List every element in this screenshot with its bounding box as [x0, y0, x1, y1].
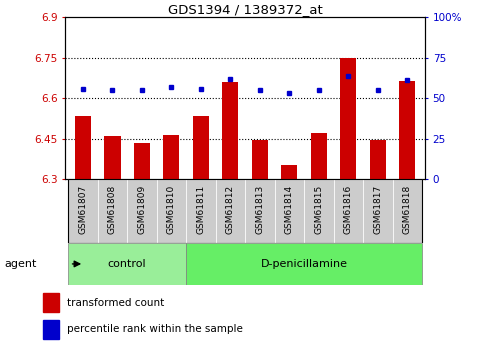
- Bar: [134, 143, 150, 179]
- Bar: [104, 136, 120, 179]
- Bar: [370, 140, 386, 179]
- Bar: [43, 293, 59, 312]
- Bar: [193, 116, 209, 179]
- Text: GSM61808: GSM61808: [108, 185, 117, 234]
- Text: control: control: [108, 259, 146, 269]
- Text: percentile rank within the sample: percentile rank within the sample: [68, 324, 243, 334]
- Bar: [127, 179, 156, 243]
- Bar: [252, 140, 268, 179]
- Bar: [245, 179, 275, 243]
- Text: GSM61810: GSM61810: [167, 185, 176, 234]
- Bar: [304, 179, 334, 243]
- Bar: [186, 243, 422, 285]
- Bar: [186, 179, 215, 243]
- Bar: [393, 179, 422, 243]
- Text: transformed count: transformed count: [68, 297, 165, 307]
- Bar: [75, 116, 91, 179]
- Bar: [98, 179, 127, 243]
- Text: GSM61815: GSM61815: [314, 185, 323, 234]
- Bar: [281, 165, 298, 179]
- Bar: [68, 243, 186, 285]
- Text: GSM61811: GSM61811: [197, 185, 205, 234]
- Text: D-penicillamine: D-penicillamine: [261, 259, 348, 269]
- Text: GSM61809: GSM61809: [137, 185, 146, 234]
- Text: GSM61818: GSM61818: [403, 185, 412, 234]
- Bar: [363, 179, 393, 243]
- Text: GSM61812: GSM61812: [226, 185, 235, 234]
- Title: GDS1394 / 1389372_at: GDS1394 / 1389372_at: [168, 3, 323, 16]
- Bar: [311, 134, 327, 179]
- Bar: [215, 179, 245, 243]
- Bar: [222, 82, 239, 179]
- Text: GSM61817: GSM61817: [373, 185, 383, 234]
- Bar: [68, 179, 98, 243]
- Bar: [275, 179, 304, 243]
- Text: GSM61807: GSM61807: [78, 185, 87, 234]
- Bar: [163, 135, 180, 179]
- Text: GSM61814: GSM61814: [285, 185, 294, 234]
- Text: GSM61816: GSM61816: [344, 185, 353, 234]
- Bar: [43, 320, 59, 339]
- Bar: [156, 179, 186, 243]
- Bar: [399, 81, 415, 179]
- Bar: [334, 179, 363, 243]
- Text: GSM61813: GSM61813: [256, 185, 264, 234]
- Text: agent: agent: [5, 259, 37, 269]
- Bar: [340, 58, 356, 179]
